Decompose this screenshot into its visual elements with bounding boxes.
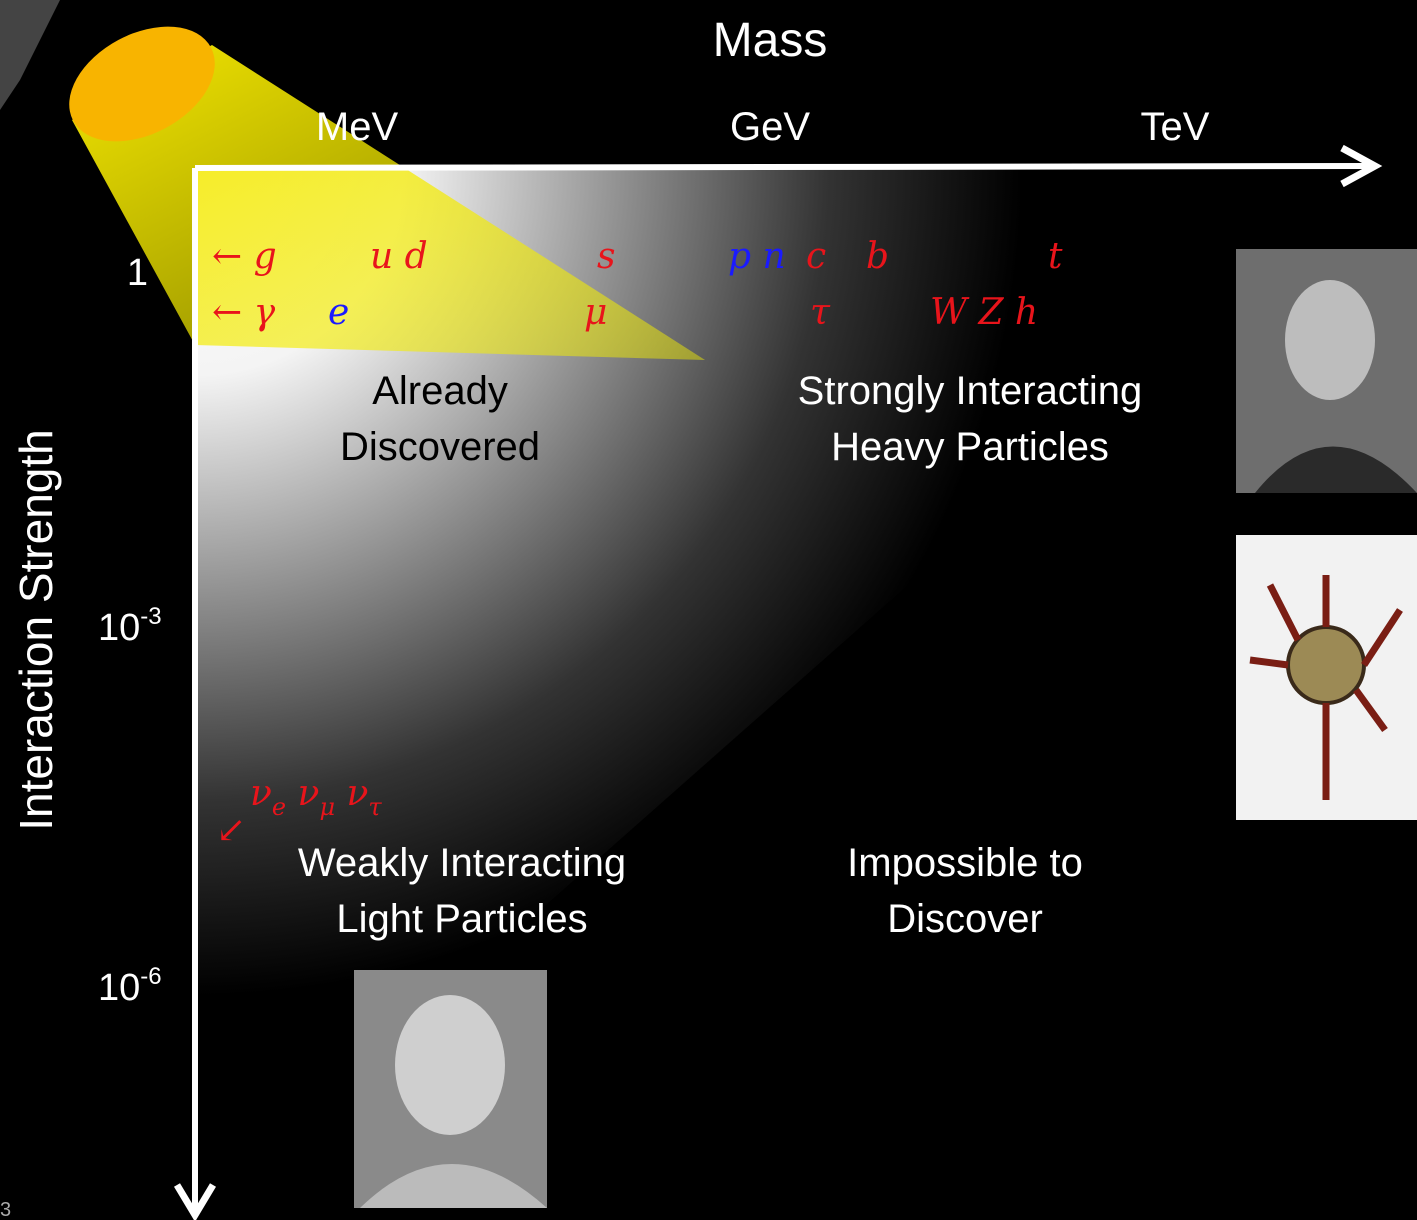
particle: c [806,236,826,277]
photo-face [395,995,505,1135]
photo-face [1285,280,1375,400]
photo-suit [360,1164,547,1208]
neutrino-sub: τ [368,793,382,821]
x-label: GeV [730,105,810,149]
particle: τ [810,292,831,333]
region-label: Impossible to [847,841,1083,885]
spotlight-lens [69,26,215,142]
x-label: MeV [316,105,399,149]
apparatus-tubes [1249,575,1403,800]
y-label-base: 10 [98,967,140,1009]
page-number: 3 [0,1199,11,1220]
particle: s [597,236,615,277]
particle: u d [370,236,428,277]
particle: μ [584,292,607,333]
neutrino-arrow: ↙ [216,810,246,851]
region-label: Discovered [340,425,540,469]
gradient-region [195,168,1380,1215]
y-label-exponent: -3 [140,603,161,630]
x-arrowhead [1340,144,1383,188]
y-label: 10-3 [98,603,162,649]
particle: ← g [212,236,277,277]
y-axis-title: Interaction Strength [10,429,62,830]
neutrinos: νe νμ ντ [250,773,382,824]
y-label-exponent: -6 [140,963,161,990]
region-label: Heavy Particles [831,425,1109,469]
y-arrowhead [173,1183,217,1220]
x-axis-title: Mass [713,14,828,67]
region-label: Discover [887,897,1043,941]
particle: W Z h [930,292,1038,333]
particle: e [328,292,349,333]
x-label: TeV [1141,105,1210,149]
particle: b [866,236,889,277]
region-label: Already [372,369,508,413]
neutrino-sub: μ [319,793,335,821]
particle: ← γ [212,292,276,333]
neutrino-sub: e [272,793,286,821]
neutrino: ν [250,773,272,814]
photo-suit [1255,446,1417,493]
neutrino: ν [347,773,369,814]
neutrino: ν [298,773,320,814]
y-label-base: 10 [98,607,140,649]
region-label: Light Particles [336,897,587,941]
spotlight-beam [72,45,705,360]
particle: p n [728,236,786,277]
particle: t [1048,236,1063,277]
lamp-body [0,0,60,110]
y-label: 10-6 [98,963,162,1009]
y-label: 1 [127,252,148,294]
region-label: Weakly Interacting [298,841,626,885]
x-axis [194,163,1371,171]
region-label: Strongly Interacting [798,369,1143,413]
